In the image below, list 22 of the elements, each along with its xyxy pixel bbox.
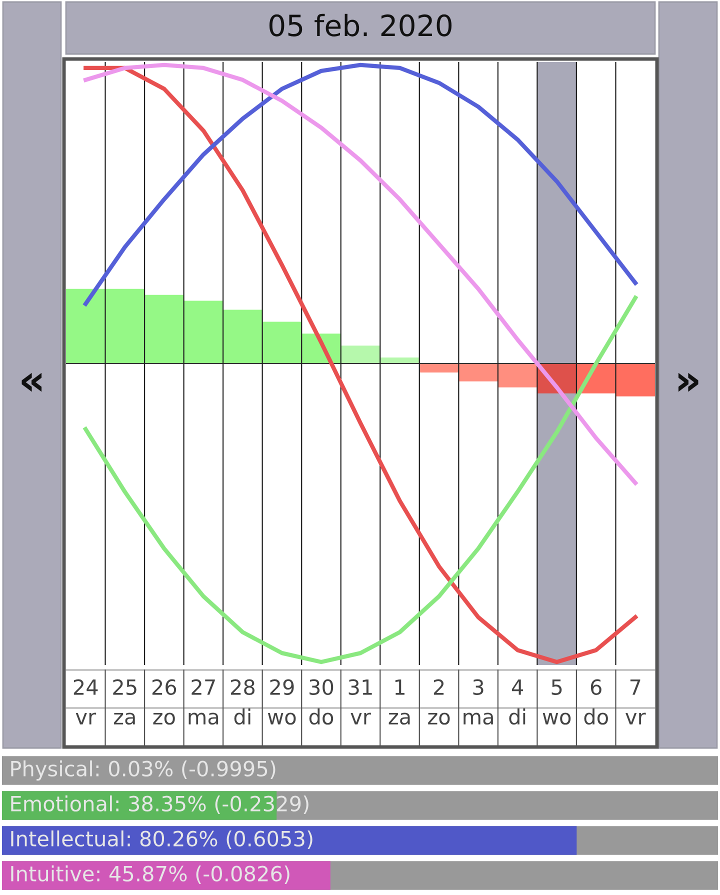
data-label: Emotional: 38.35% (-0.2329): [11, 795, 308, 814]
x-tick-label: 3 ma: [464, 679, 493, 725]
x-tick-label: 2 zo: [428, 679, 450, 725]
text: «: [22, 372, 42, 392]
chart-title: 05 feb. 2020: [269, 14, 452, 36]
x-tick-label: 7 vr: [626, 680, 646, 724]
x-tick-label: 5 wo: [542, 680, 571, 725]
x-tick-label: 24 vr: [74, 679, 98, 724]
x-tick-label: 29 wo: [268, 679, 296, 725]
x-tick-label: 30 do: [309, 679, 334, 725]
x-tick-label: 25 za: [113, 679, 136, 725]
x-tick-label: 31 vr: [348, 679, 372, 724]
x-tick-label: 1 za: [388, 680, 410, 725]
data-label: Intellectual: 80.26% (0.6053): [11, 830, 312, 849]
data-label: Physical: 0.03% (-0.9995): [11, 760, 276, 781]
data-label: Intuitive: 45.87% (-0.0826): [11, 865, 290, 884]
text: »: [678, 372, 698, 392]
x-tick-label: 27 ma: [188, 679, 218, 725]
x-tick-label: 28 di: [230, 679, 255, 725]
x-tick-label: 6 do: [584, 679, 608, 725]
x-tick-label: 4 di: [509, 680, 526, 725]
x-tick-label: 26 zo: [152, 679, 176, 725]
